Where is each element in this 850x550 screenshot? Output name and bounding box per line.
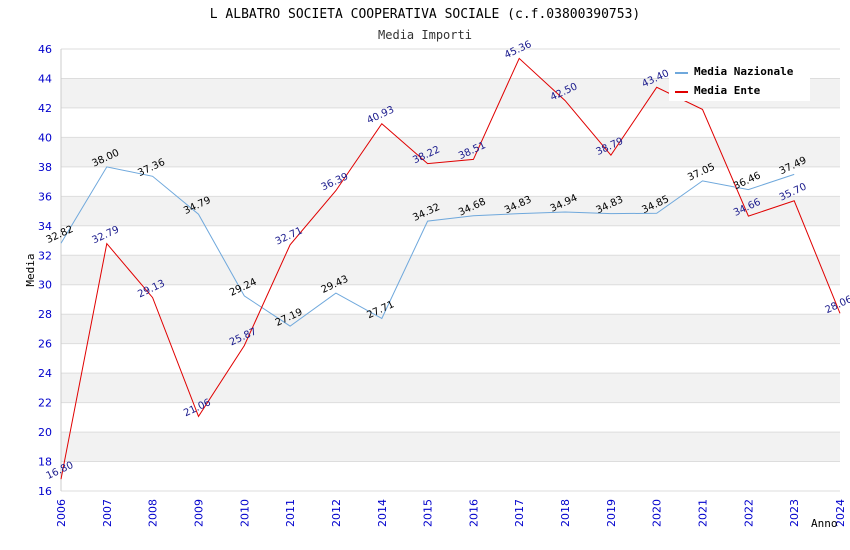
y-tick-label: 40 <box>38 131 52 144</box>
x-tick-label: 2019 <box>605 499 618 527</box>
x-tick-label: 2018 <box>559 499 572 527</box>
y-tick-label: 32 <box>38 249 52 262</box>
y-tick-label: 22 <box>38 397 52 410</box>
legend: Media Nazionale Media Ente <box>669 59 810 101</box>
x-tick-label: 2010 <box>238 499 251 527</box>
y-tick-label: 42 <box>38 102 52 115</box>
x-axis-label: Anno <box>811 517 838 530</box>
x-tick-label: 2023 <box>788 499 801 527</box>
grid-band <box>61 137 840 167</box>
x-axis-ticks: 2006 2007 2008 2009 2010 2011 2012 2014 2015 2016… <box>55 499 847 527</box>
grid-band <box>61 196 840 226</box>
x-tick-label: 2011 <box>284 499 297 527</box>
x-tick-label: 2007 <box>101 499 114 527</box>
grid-band <box>61 432 840 462</box>
grid-lines <box>61 48 840 492</box>
x-tick-label: 2009 <box>192 499 205 527</box>
data-label: 32.71 <box>274 225 305 247</box>
legend-label-media-ente: Media Ente <box>694 84 761 97</box>
grid-band <box>61 255 840 285</box>
y-tick-label: 36 <box>38 190 52 203</box>
series-line-media-ente <box>60 57 841 480</box>
y-tick-label: 46 <box>38 43 52 56</box>
x-tick-label: 2015 <box>422 499 435 527</box>
data-label: 45.36 <box>503 39 534 61</box>
data-label: 32.79 <box>90 224 121 246</box>
x-tick-label: 2006 <box>55 499 68 527</box>
y-tick-label: 16 <box>38 485 52 498</box>
data-label: 28.06 <box>824 294 850 316</box>
y-tick-label: 30 <box>38 279 52 292</box>
data-label: 36.39 <box>320 171 351 193</box>
y-axis-label: Media <box>24 253 37 286</box>
series-group <box>60 57 841 480</box>
chart-subtitle: Media Importi <box>378 28 472 42</box>
y-axis-ticks: 16 18 20 22 24 26 28 30 32 34 36 38 40 42 44 46 <box>38 43 52 498</box>
grid-band <box>61 314 840 344</box>
x-tick-label: 2022 <box>742 499 755 527</box>
grid-bands <box>61 78 840 462</box>
y-tick-label: 28 <box>38 308 52 321</box>
legend-background <box>669 59 810 101</box>
y-tick-label: 24 <box>38 367 52 380</box>
series-line-media-nazionale <box>60 166 795 327</box>
x-tick-label: 2024 <box>834 499 847 527</box>
x-tick-label: 2008 <box>147 499 160 527</box>
grid-band <box>61 373 840 403</box>
chart-title: L ALBATRO SOCIETA COOPERATIVA SOCIALE (c… <box>210 7 640 22</box>
x-tick-label: 2012 <box>330 499 343 527</box>
x-tick-label: 2021 <box>697 499 710 527</box>
x-tick-label: 2020 <box>651 499 664 527</box>
y-tick-label: 34 <box>38 220 52 233</box>
y-tick-label: 44 <box>38 72 52 85</box>
x-tick-label: 2016 <box>467 499 480 527</box>
legend-label-media-nazionale: Media Nazionale <box>694 65 794 78</box>
x-tick-label: 2017 <box>513 499 526 527</box>
y-tick-label: 20 <box>38 426 52 439</box>
y-tick-label: 38 <box>38 161 52 174</box>
y-tick-label: 18 <box>38 456 52 469</box>
x-tick-label: 2014 <box>376 499 389 527</box>
y-tick-label: 26 <box>38 338 52 351</box>
